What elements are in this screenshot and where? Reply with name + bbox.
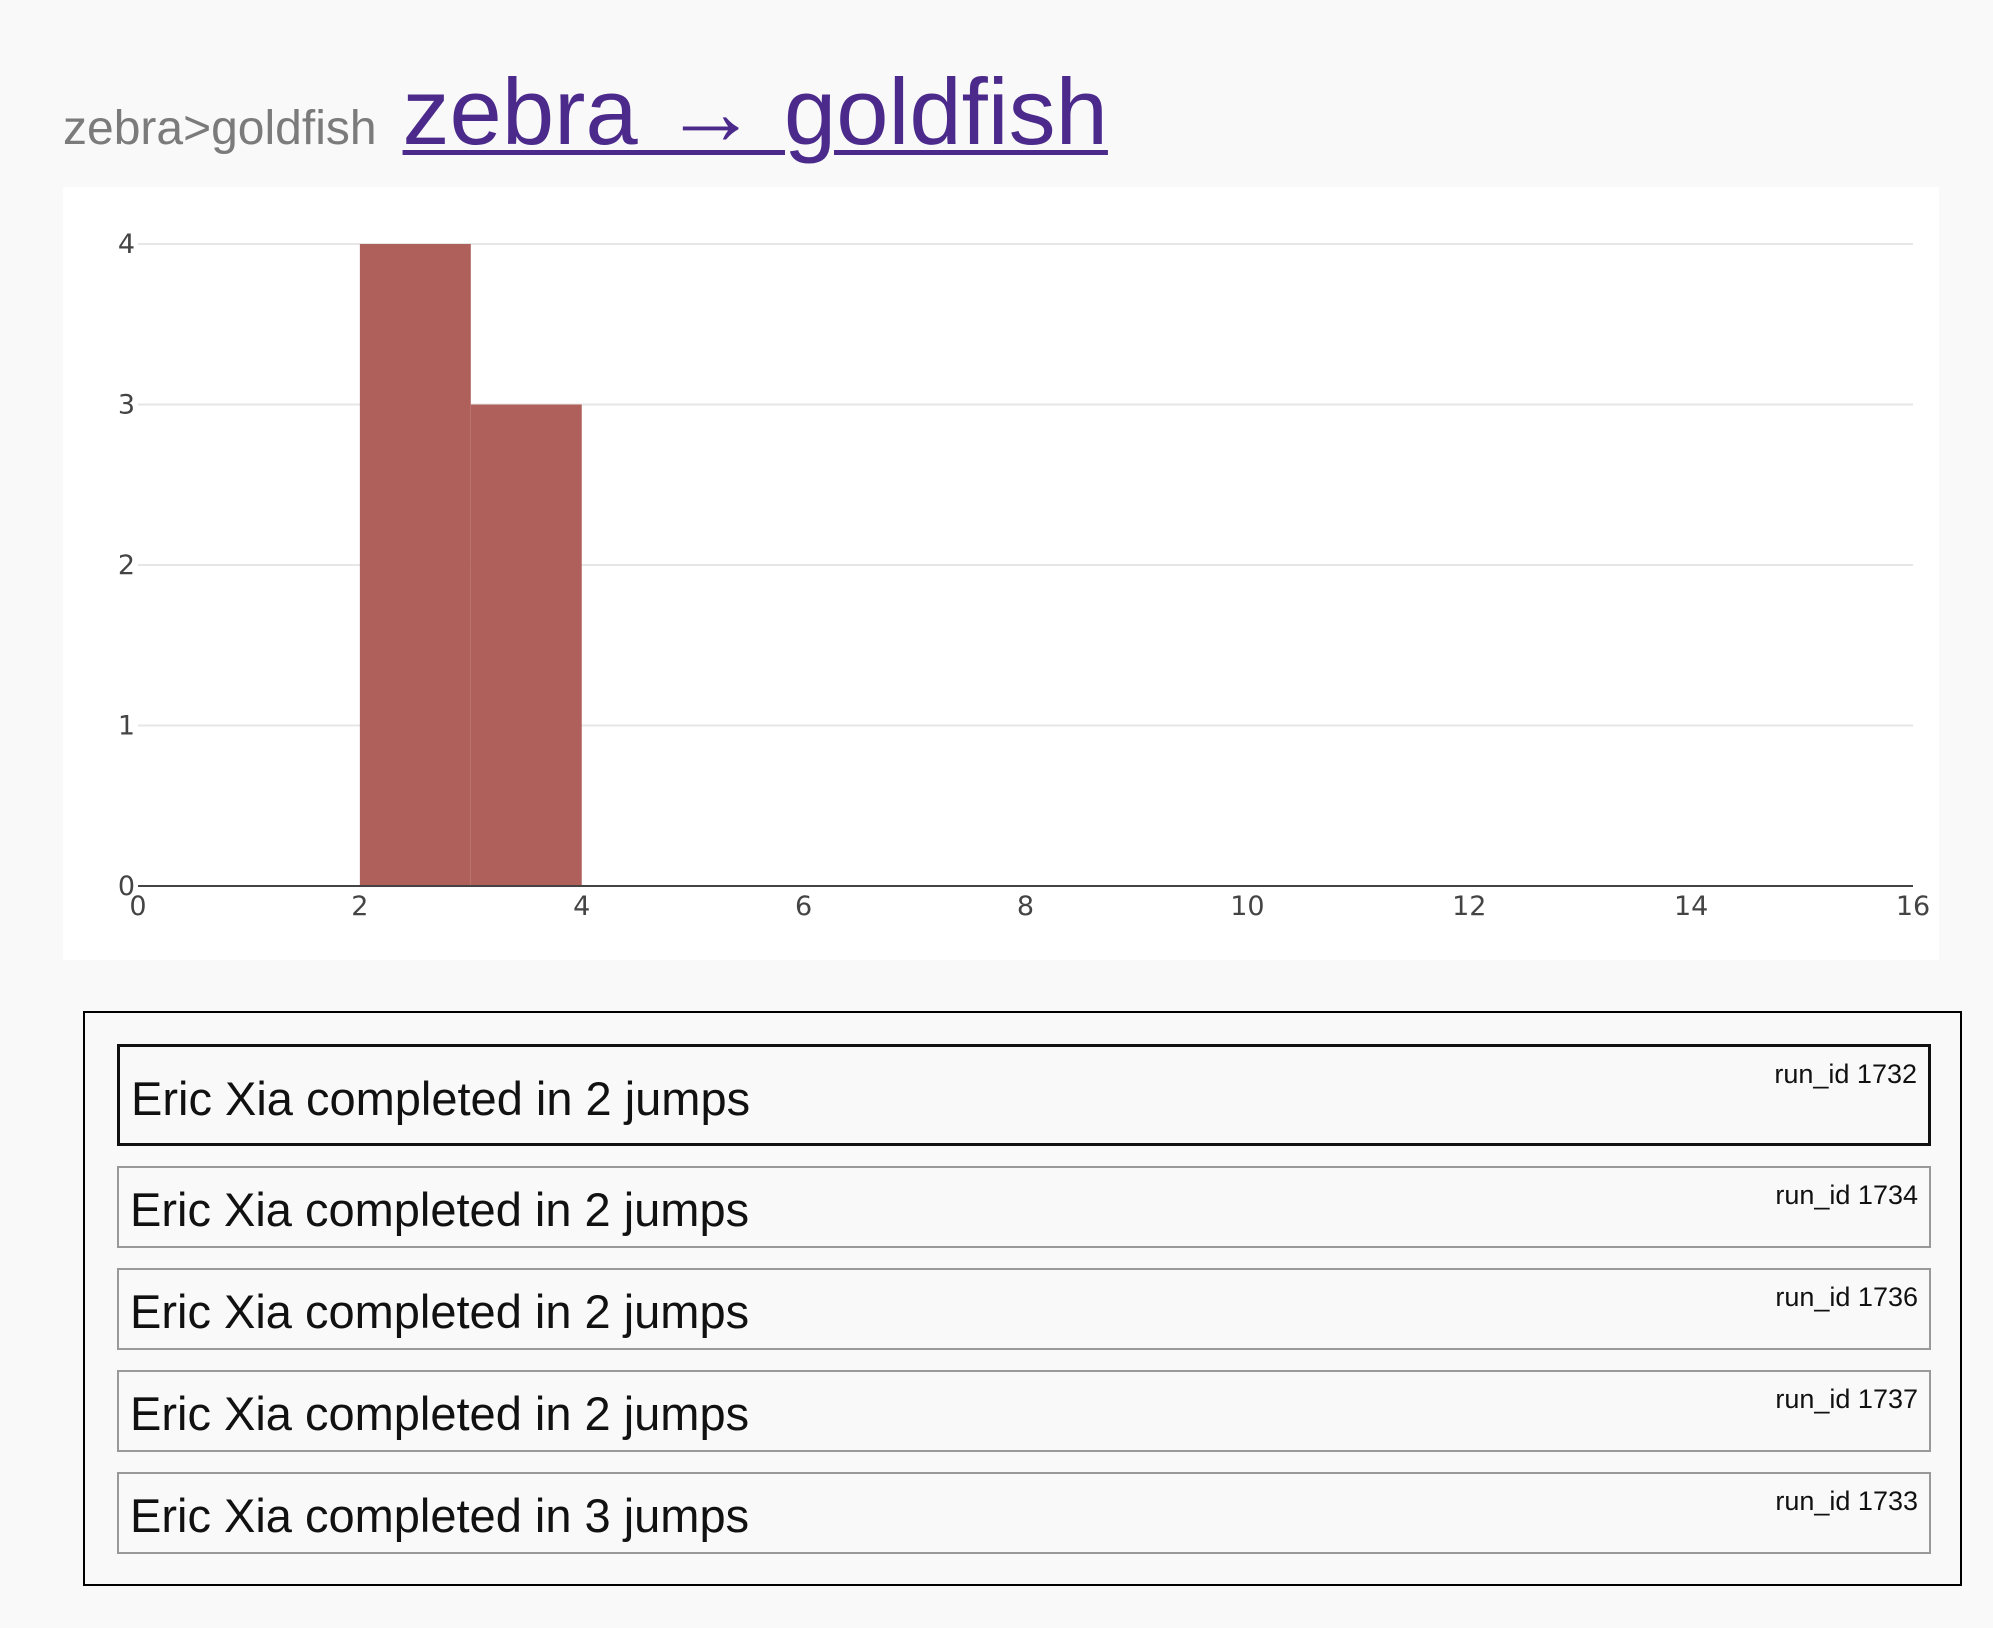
x-tick-label: 12 — [1452, 891, 1486, 922]
run-summary: Eric Xia completed in 2 jumps — [131, 1072, 751, 1125]
run-summary: Eric Xia completed in 2 jumps — [130, 1285, 750, 1338]
run-id: run_id 1734 — [1775, 1180, 1918, 1210]
runs-panel: Eric Xia completed in 2 jumps run_id 173… — [83, 1011, 1962, 1586]
histogram-chart: 0 1 2 3 4 0 2 4 6 8 10 12 14 16 — [63, 187, 1939, 960]
run-id: run_id 1737 — [1775, 1384, 1918, 1414]
y-tick-label: 3 — [118, 390, 135, 421]
run-row[interactable]: Eric Xia completed in 2 jumps run_id 173… — [117, 1370, 1931, 1452]
x-tick-label: 14 — [1674, 891, 1708, 922]
x-tick-label: 8 — [1017, 891, 1034, 922]
y-tick-label: 2 — [118, 550, 135, 581]
run-summary: Eric Xia completed in 3 jumps — [130, 1489, 750, 1542]
histogram-bar — [470, 404, 582, 886]
run-summary: Eric Xia completed in 2 jumps — [130, 1183, 750, 1236]
run-row[interactable]: Eric Xia completed in 2 jumps run_id 173… — [117, 1166, 1931, 1248]
x-tick-label: 0 — [129, 891, 146, 922]
run-row[interactable]: Eric Xia completed in 3 jumps run_id 173… — [117, 1472, 1931, 1554]
run-row[interactable]: Eric Xia completed in 2 jumps run_id 173… — [117, 1268, 1931, 1350]
page-title-link[interactable]: zebra → goldfish — [402, 59, 1108, 164]
run-summary: Eric Xia completed in 2 jumps — [130, 1387, 750, 1440]
y-tick-label: 1 — [118, 711, 135, 742]
y-tick-label: 0 — [118, 871, 135, 902]
x-tick-label: 4 — [573, 891, 590, 922]
run-id: run_id 1732 — [1774, 1059, 1917, 1089]
run-id: run_id 1736 — [1775, 1282, 1918, 1312]
x-tick-label: 10 — [1230, 891, 1264, 922]
page-header: zebra>goldfish zebra → goldfish — [63, 58, 1108, 178]
run-row[interactable]: Eric Xia completed in 2 jumps run_id 173… — [117, 1044, 1931, 1146]
x-tick-label: 16 — [1896, 891, 1930, 922]
breadcrumb: zebra>goldfish — [63, 102, 377, 155]
histogram-bar — [359, 244, 471, 886]
x-tick-label: 6 — [795, 891, 812, 922]
run-id: run_id 1733 — [1775, 1486, 1918, 1516]
x-tick-label: 2 — [351, 891, 368, 922]
y-tick-label: 4 — [118, 229, 135, 260]
